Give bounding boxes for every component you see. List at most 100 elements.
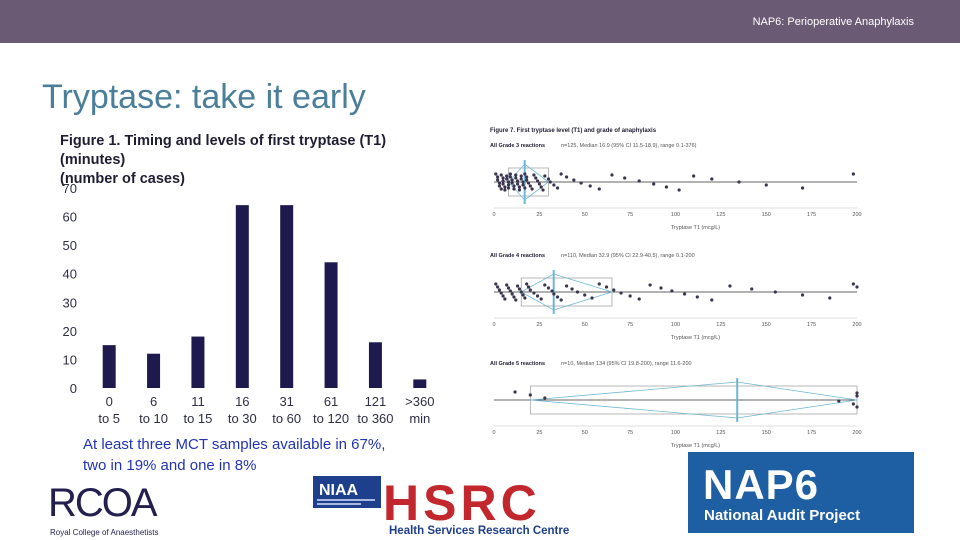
data-point [496, 178, 500, 182]
data-point [519, 177, 523, 181]
x-tick-label: 100 [671, 430, 680, 436]
x-tick-label: 50 [582, 322, 588, 328]
data-point [508, 175, 512, 179]
data-point [506, 180, 511, 184]
x-tick-label: 175 [807, 430, 816, 436]
data-point [855, 391, 859, 395]
data-point [548, 180, 552, 184]
data-point [521, 293, 525, 297]
x-tick-label: 75 [627, 212, 633, 218]
data-point [550, 289, 554, 293]
data-point [505, 177, 509, 181]
data-point [514, 176, 518, 180]
data-point [506, 183, 511, 187]
data-point [528, 393, 532, 397]
x-axis-label: Tryptase T1 (mcg/L) [671, 335, 720, 341]
bar [413, 379, 427, 388]
x-tick-label: 175 [807, 322, 816, 328]
data-point [855, 405, 859, 409]
data-point [521, 183, 525, 187]
x-tick-label: 0 [106, 394, 113, 409]
data-point [670, 289, 674, 293]
niaa-logo: NIAA [313, 476, 381, 508]
y-tick-label: 60 [63, 210, 77, 225]
data-point [619, 291, 623, 295]
data-point [525, 282, 529, 286]
data-point [597, 187, 601, 191]
bar [147, 353, 161, 388]
data-point [499, 187, 503, 191]
niaa-logo-text: NIAA [319, 482, 359, 499]
bar [191, 336, 205, 388]
x-tick-label: to 5 [98, 411, 120, 426]
data-point [695, 295, 699, 299]
data-point [565, 284, 569, 288]
x-tick-label: 0 [492, 322, 495, 328]
data-point [543, 396, 547, 400]
data-point [541, 188, 545, 192]
x-tick-label: 125 [716, 322, 725, 328]
data-point [552, 183, 556, 187]
data-point [737, 180, 741, 184]
data-point [510, 292, 514, 296]
data-point [590, 296, 594, 300]
data-point [523, 172, 527, 176]
caption-line1: At least three MCT samples available in … [83, 436, 386, 453]
data-point [692, 174, 696, 178]
data-point [612, 288, 616, 292]
data-point [855, 394, 859, 398]
ci-diamond [530, 381, 858, 419]
x-tick-label: 150 [762, 212, 771, 218]
x-tick-label: 150 [762, 430, 771, 436]
data-point [512, 295, 516, 299]
x-tick-label: 11 [191, 394, 205, 409]
x-tick-label: 150 [762, 322, 771, 328]
data-point [559, 298, 563, 302]
y-tick-label: 20 [63, 324, 77, 339]
grade-panel: All Grade 5 reactions n=10, Median 134 (9… [490, 361, 862, 449]
data-point [521, 180, 525, 184]
bar [280, 205, 294, 388]
data-point [528, 184, 532, 188]
data-point [526, 285, 531, 289]
data-point [750, 287, 754, 291]
bar [324, 262, 338, 388]
data-point [623, 176, 627, 180]
data-point [496, 175, 500, 179]
x-tick-label: to 15 [183, 411, 212, 426]
data-point [851, 402, 855, 406]
data-point [710, 177, 714, 181]
data-point [512, 187, 516, 191]
x-tick-label: 200 [852, 212, 861, 218]
nap6-logo-text: NAP6 [703, 461, 819, 508]
data-point [508, 172, 512, 176]
data-point [628, 294, 632, 298]
data-point [637, 179, 641, 183]
data-point [535, 179, 540, 183]
panel-stats: n=125, Median 16.9 (95% CI 11.5-18.9), r… [561, 143, 697, 149]
data-point [530, 187, 534, 191]
data-point [501, 176, 505, 180]
figure1-title-line1: Figure 1. Timing and levels of first try… [60, 133, 387, 168]
hsrc-logo-subtitle: Health Services Research Centre [389, 525, 569, 537]
x-tick-label: 100 [671, 322, 680, 328]
x-tick-label: 16 [235, 394, 249, 409]
data-point [517, 188, 522, 192]
data-point [710, 298, 714, 302]
x-tick-label: to 120 [313, 411, 349, 426]
data-point [764, 183, 768, 187]
data-point [559, 172, 563, 176]
data-point [513, 390, 517, 394]
x-tick-label: 100 [671, 212, 680, 218]
rcoa-logo-text: RCOA [48, 481, 158, 525]
data-point [588, 184, 592, 188]
data-point [534, 176, 538, 180]
data-point [525, 178, 529, 182]
data-point [648, 283, 652, 287]
x-tick-label: 75 [627, 430, 633, 436]
data-point [828, 296, 832, 300]
data-point [503, 185, 507, 189]
data-point [496, 285, 500, 289]
panel-label: All Grade 4 reactions [490, 253, 545, 259]
data-point [555, 186, 560, 190]
